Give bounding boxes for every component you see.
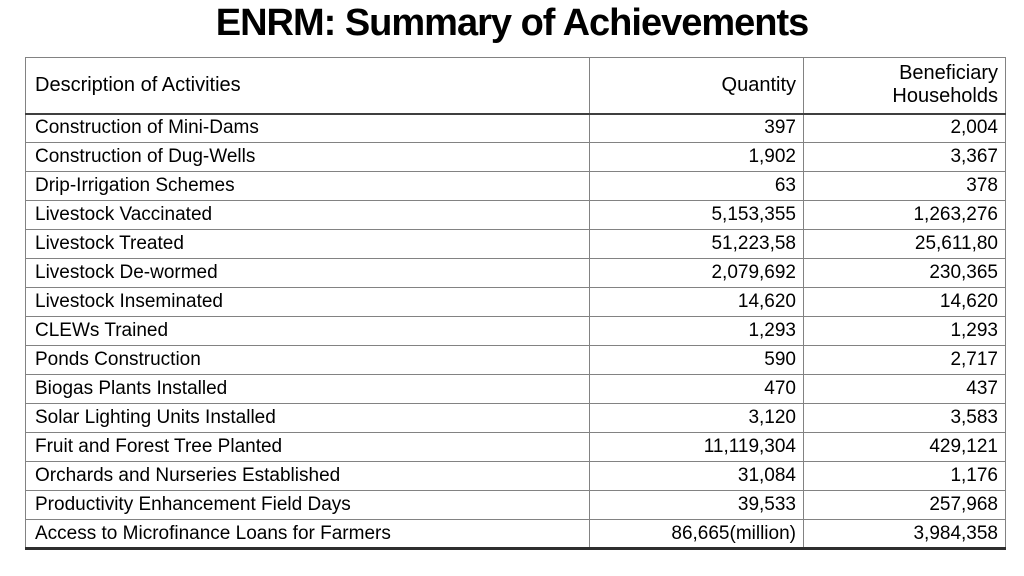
cell-households: 25,611,80 [803, 229, 1006, 259]
table-row: Biogas Plants Installed 470 437 [25, 374, 1006, 404]
cell-quantity: 3,120 [589, 403, 804, 433]
table-row: Solar Lighting Units Installed 3,120 3,5… [25, 403, 1006, 433]
cell-households: 257,968 [803, 490, 1006, 520]
cell-description: Construction of Dug-Wells [25, 142, 590, 172]
cell-quantity: 86,665(million) [589, 519, 804, 549]
cell-description: Livestock De-wormed [25, 258, 590, 288]
header-description: Description of Activities [25, 57, 590, 115]
cell-households: 2,717 [803, 345, 1006, 375]
cell-households: 378 [803, 171, 1006, 201]
table-row: Livestock Treated 51,223,58 25,611,80 [25, 229, 1006, 259]
header-households: Beneficiary Households [803, 57, 1006, 115]
header-quantity: Quantity [589, 57, 804, 115]
cell-description: Drip-Irrigation Schemes [25, 171, 590, 201]
cell-description: Orchards and Nurseries Established [25, 461, 590, 491]
table-row: Productivity Enhancement Field Days 39,5… [25, 490, 1006, 520]
cell-households: 437 [803, 374, 1006, 404]
cell-quantity: 1,293 [589, 316, 804, 346]
cell-description: Livestock Vaccinated [25, 200, 590, 230]
cell-quantity: 5,153,355 [589, 200, 804, 230]
table-row: Livestock De-wormed 2,079,692 230,365 [25, 258, 1006, 288]
cell-quantity: 590 [589, 345, 804, 375]
cell-description: Biogas Plants Installed [25, 374, 590, 404]
cell-description: Fruit and Forest Tree Planted [25, 432, 590, 462]
cell-description: Construction of Mini-Dams [25, 113, 590, 143]
cell-quantity: 63 [589, 171, 804, 201]
cell-quantity: 1,902 [589, 142, 804, 172]
slide-title: ENRM: Summary of Achievements [215, 2, 810, 44]
table-row: Drip-Irrigation Schemes 63 378 [25, 171, 1006, 201]
cell-households: 1,263,276 [803, 200, 1006, 230]
table-row: Livestock Vaccinated 5,153,355 1,263,276 [25, 200, 1006, 230]
cell-quantity: 14,620 [589, 287, 804, 317]
table-header: Description of Activities Quantity Benef… [25, 57, 1006, 115]
cell-quantity: 470 [589, 374, 804, 404]
cell-description: Livestock Treated [25, 229, 590, 259]
cell-quantity: 2,079,692 [589, 258, 804, 288]
cell-households: 3,367 [803, 142, 1006, 172]
table-row: Fruit and Forest Tree Planted 11,119,304… [25, 432, 1006, 462]
cell-households: 1,293 [803, 316, 1006, 346]
table-row: Construction of Dug-Wells 1,902 3,367 [25, 142, 1006, 172]
table-body: Construction of Mini-Dams 397 2,004 Cons… [25, 113, 1006, 549]
table-row: Construction of Mini-Dams 397 2,004 [25, 113, 1006, 143]
cell-households: 3,984,358 [803, 519, 1006, 549]
cell-description: Productivity Enhancement Field Days [25, 490, 590, 520]
table-row: CLEWs Trained 1,293 1,293 [25, 316, 1006, 346]
cell-households: 3,583 [803, 403, 1006, 433]
cell-quantity: 31,084 [589, 461, 804, 491]
table-row: Ponds Construction 590 2,717 [25, 345, 1006, 375]
cell-description: Solar Lighting Units Installed [25, 403, 590, 433]
cell-households: 2,004 [803, 113, 1006, 143]
cell-quantity: 397 [589, 113, 804, 143]
table-row: Access to Microfinance Loans for Farmers… [25, 519, 1006, 549]
cell-households: 1,176 [803, 461, 1006, 491]
cell-description: Livestock Inseminated [25, 287, 590, 317]
header-row: Description of Activities Quantity Benef… [25, 57, 1006, 115]
cell-description: CLEWs Trained [25, 316, 590, 346]
cell-households: 429,121 [803, 432, 1006, 462]
cell-description: Access to Microfinance Loans for Farmers [25, 519, 590, 549]
cell-quantity: 51,223,58 [589, 229, 804, 259]
table-row: Livestock Inseminated 14,620 14,620 [25, 287, 1006, 317]
cell-quantity: 39,533 [589, 490, 804, 520]
cell-description: Ponds Construction [25, 345, 590, 375]
cell-households: 14,620 [803, 287, 1006, 317]
cell-quantity: 11,119,304 [589, 432, 804, 462]
achievements-table: Description of Activities Quantity Benef… [25, 57, 1006, 550]
cell-households: 230,365 [803, 258, 1006, 288]
table-row: Orchards and Nurseries Established 31,08… [25, 461, 1006, 491]
